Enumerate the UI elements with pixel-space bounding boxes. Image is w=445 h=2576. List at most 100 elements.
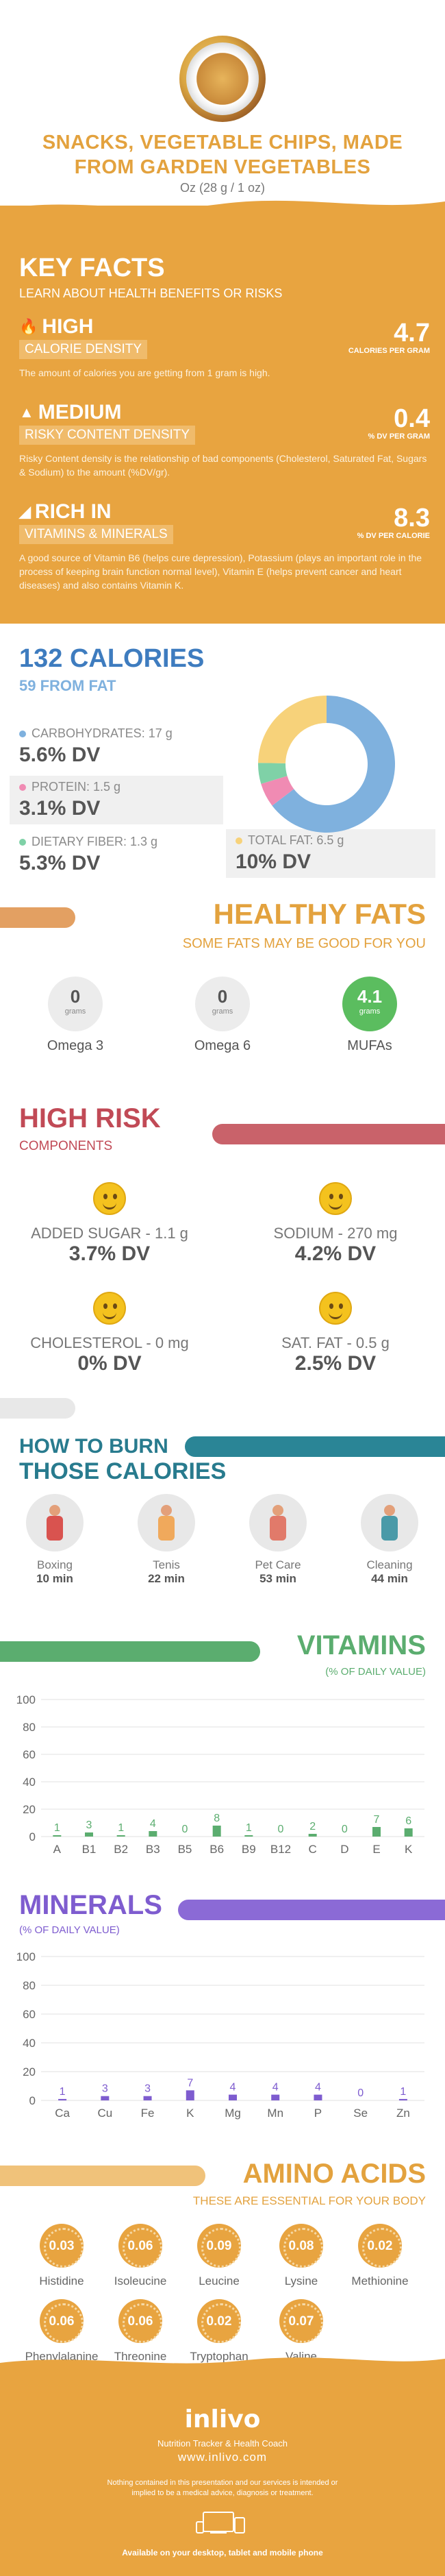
y-tick-label: 100 <box>16 1950 36 1963</box>
serving-size: Oz (28 g / 1 oz) <box>179 181 266 195</box>
amino-value-circle: 0.06 <box>118 2299 162 2343</box>
footer: inlivo Nutrition Tracker & Health Coach … <box>0 2357 445 2576</box>
amino-name: Lysine <box>284 2274 318 2287</box>
y-tick-label: 60 <box>23 2008 36 2021</box>
y-tick-label: 80 <box>23 1721 36 1734</box>
amino-value-circle: 0.02 <box>197 2299 241 2343</box>
fact-vitamins-minerals: ◢ RICH IN VITAMINS & MINERALS A good sour… <box>19 500 430 592</box>
boxing-icon <box>26 1494 84 1551</box>
amino-item: 0.06 Threonine <box>103 2299 178 2364</box>
x-tick-label-Se: Se <box>353 2107 368 2120</box>
bar-K <box>186 2090 194 2100</box>
footer-url[interactable]: www.inlivo.com <box>177 2451 268 2464</box>
value-label-B9: 1 <box>246 1822 252 1834</box>
activity-tennis: Tenis 22 min <box>122 1494 211 1586</box>
tennis-icon <box>138 1494 195 1551</box>
healthy-fats-title: HEALTHY FATS <box>213 898 426 930</box>
activity-cleaning: Cleaning 44 min <box>345 1494 434 1586</box>
bar-B2 <box>116 1835 125 1837</box>
food-photo <box>179 36 266 122</box>
calories-from-fat: 59 FROM FAT <box>19 677 116 694</box>
footer-disclaimer: Nothing contained in this presentation a… <box>107 2479 338 2497</box>
x-tick-label-K: K <box>405 1843 413 1856</box>
amino-value-circle: 0.03 <box>40 2224 84 2268</box>
decor-band <box>185 1436 445 1457</box>
fact-description: The amount of calories you are getting f… <box>19 367 270 378</box>
amino-value-circle: 0.07 <box>279 2299 323 2343</box>
value-label-K: 6 <box>405 1815 411 1827</box>
fact-unit: % DV PER CALORIE <box>357 532 430 540</box>
x-tick-label-B2: B2 <box>114 1843 128 1856</box>
vitamins-section: VITAMINS (% OF DAILY VALUE) 0 20 40 60 80 100… <box>0 1628 445 1874</box>
decor-band <box>178 1900 445 1920</box>
calories-section: 132 CALORIES 59 FROM FAT CARBOHYDRATES: … <box>0 637 445 891</box>
activity-boxing: Boxing 10 min <box>10 1494 99 1586</box>
amino-item: 0.02 Tryptophan <box>181 2299 257 2364</box>
fact-description: Risky Content density is the relationshi… <box>19 453 427 478</box>
donut-slice-carbohydrates <box>272 696 395 833</box>
key-facts-section: KEY FACTS LEARN ABOUT HEALTH BENEFITS OR… <box>0 200 445 624</box>
flame-icon: 🔥 <box>19 318 38 335</box>
nutrient-dv: 10% DV <box>236 850 312 873</box>
x-tick-label-Fe: Fe <box>141 2107 155 2120</box>
fact-category: RISKY CONTENT DENSITY <box>19 426 196 445</box>
x-tick-label-Zn: Zn <box>396 2107 410 2120</box>
minerals-subtitle: (% OF DAILY VALUE) <box>19 1924 120 1936</box>
amino-value-circle: 0.02 <box>358 2224 402 2268</box>
amino-name: Methionine <box>351 2274 409 2287</box>
bar-E <box>372 1827 381 1837</box>
footer-available: Available on your desktop, tablet and mo… <box>122 2548 323 2557</box>
smiley-icon <box>319 1182 352 1215</box>
value-label-C: 2 <box>309 1821 316 1832</box>
high-risk-title: HIGH RISK <box>19 1103 161 1133</box>
value-label-D: 0 <box>342 1824 348 1835</box>
bar-Fe <box>143 2096 152 2100</box>
decor-band <box>0 1398 75 1419</box>
x-tick-label-B9: B9 <box>242 1843 256 1856</box>
amino-name: Phenylalanine <box>25 2350 99 2363</box>
x-tick-label-D: D <box>340 1843 348 1856</box>
decor-band <box>0 907 75 928</box>
value-label-E: 7 <box>374 1814 380 1826</box>
amino-value-circle: 0.09 <box>197 2224 241 2268</box>
x-tick-label-B1: B1 <box>82 1843 97 1856</box>
bar-Ca <box>58 2098 67 2100</box>
y-tick-label: 40 <box>23 2037 36 2050</box>
fact-calorie-density: 🔥 HIGH CALORIE DENSITY The amount of calo… <box>19 315 430 380</box>
wave-divider <box>0 200 445 217</box>
donut-slice-protein <box>261 776 294 806</box>
amino-subtitle: THESE ARE ESSENTIAL FOR YOUR BODY <box>192 2194 426 2207</box>
macronutrient-donut-chart <box>258 696 395 833</box>
bar-Mg <box>229 2094 237 2100</box>
devices-icon <box>196 2512 245 2534</box>
decor-band <box>0 1641 260 1662</box>
value-label-Ca: 1 <box>60 2086 66 2098</box>
donut-slice-total-fat <box>258 696 327 763</box>
y-tick-label: 0 <box>29 2094 36 2107</box>
x-tick-label-B12: B12 <box>270 1843 291 1856</box>
x-tick-label-K: K <box>186 2107 194 2120</box>
amino-item: 0.09 Leucine <box>181 2224 257 2288</box>
fact-category: VITAMINS & MINERALS <box>19 525 173 544</box>
amino-name: Tryptophan <box>190 2350 249 2363</box>
amino-name: Histidine <box>39 2274 84 2287</box>
nutrient-dv: 5.3% DV <box>19 852 101 874</box>
value-label-B6: 8 <box>214 1813 220 1824</box>
value-label-B2: 1 <box>118 1822 124 1834</box>
vitamins-title: VITAMINS <box>296 1630 426 1660</box>
value-label-P: 4 <box>315 2082 321 2094</box>
value-label-Mg: 4 <box>230 2082 236 2094</box>
healthy-fats-subtitle: SOME FATS MAY BE GOOD FOR YOU <box>182 936 426 951</box>
fat-omega-6: 0 grams Omega 6 <box>171 977 274 1054</box>
x-tick-label-Ca: Ca <box>55 2107 70 2120</box>
x-tick-label-P: P <box>314 2107 322 2120</box>
drop-icon: ▲ <box>19 404 34 421</box>
fact-level: HIGH <box>42 315 94 338</box>
x-tick-label-Cu: Cu <box>97 2107 112 2120</box>
y-tick-label: 100 <box>16 1693 36 1706</box>
value-label-B5: 0 <box>182 1824 188 1835</box>
calories-title: 132 CALORIES <box>19 644 205 673</box>
bar-Cu <box>101 2096 110 2100</box>
y-tick-label: 80 <box>23 1979 36 1992</box>
high-risk-subtitle: COMPONENTS <box>19 1139 113 1153</box>
